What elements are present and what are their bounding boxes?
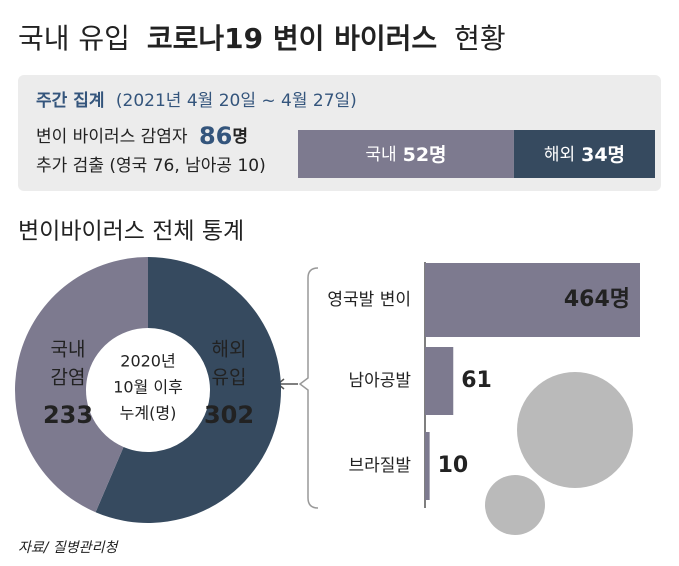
title: 국내 유입 코로나19 변이 바이러스 현황 bbox=[18, 22, 506, 55]
weekly-note: 추가 검출 (영국 76, 남아공 10) bbox=[36, 156, 266, 176]
headline-value: 86 bbox=[199, 122, 232, 150]
bar-value: 10 bbox=[438, 453, 469, 478]
source: 자료/ 질병관리청 bbox=[18, 540, 119, 556]
virus-illustration bbox=[485, 372, 633, 535]
slice-label: 국내 bbox=[51, 339, 86, 361]
slice-label: 감염 bbox=[51, 367, 86, 389]
segment-name: 국내 bbox=[365, 145, 396, 165]
bracket bbox=[298, 267, 319, 509]
title-part: 국내 유입 bbox=[18, 22, 130, 55]
title-part: 현황 bbox=[454, 22, 506, 55]
segment-label: 국내 52명 bbox=[365, 144, 446, 166]
arrow bbox=[276, 378, 298, 390]
title-part: 코로나19 변이 바이러스 bbox=[147, 22, 437, 55]
headline-prefix: 변이 바이러스 감염자 bbox=[36, 127, 188, 147]
bar bbox=[425, 432, 430, 500]
bar-segment bbox=[298, 130, 514, 178]
bar-category: 영국발 변이 bbox=[327, 290, 411, 310]
weekly-title: 주간 집계 bbox=[36, 91, 104, 111]
slice-value: 302 bbox=[204, 401, 254, 429]
segment-name: 해외 bbox=[544, 145, 575, 165]
bar bbox=[425, 347, 454, 415]
center-label: 10월 이후 bbox=[113, 378, 183, 397]
headline: 변이 바이러스 감염자 86명 bbox=[36, 122, 248, 150]
segment-value: 52명 bbox=[403, 144, 447, 166]
segment-value: 34명 bbox=[581, 144, 625, 166]
weekly-period: (2021년 4월 20일 ~ 4월 27일) bbox=[116, 91, 357, 111]
bar-value: 61 bbox=[461, 368, 492, 393]
center-label: 누계(명) bbox=[120, 404, 177, 423]
weekly-heading: 주간 집계 (2021년 4월 20일 ~ 4월 27일) bbox=[36, 91, 357, 111]
bar bbox=[425, 263, 640, 337]
donut-slice bbox=[95, 257, 281, 523]
slice-label: 해외 bbox=[212, 339, 247, 361]
center-label: 2020년 bbox=[120, 352, 175, 371]
bar-value: 464명 bbox=[564, 287, 630, 312]
bar-category: 남아공발 bbox=[348, 371, 411, 391]
total-title: 변이바이러스 전체 통계 bbox=[18, 219, 244, 245]
bar-segment bbox=[513, 130, 655, 178]
slice-label: 유입 bbox=[212, 367, 247, 389]
bar-category: 브라질발 bbox=[348, 456, 411, 476]
donut-slice bbox=[14, 257, 148, 513]
slice-value: 233 bbox=[43, 401, 93, 429]
headline-unit: 명 bbox=[232, 127, 248, 147]
segment-label: 해외 34명 bbox=[544, 144, 625, 166]
